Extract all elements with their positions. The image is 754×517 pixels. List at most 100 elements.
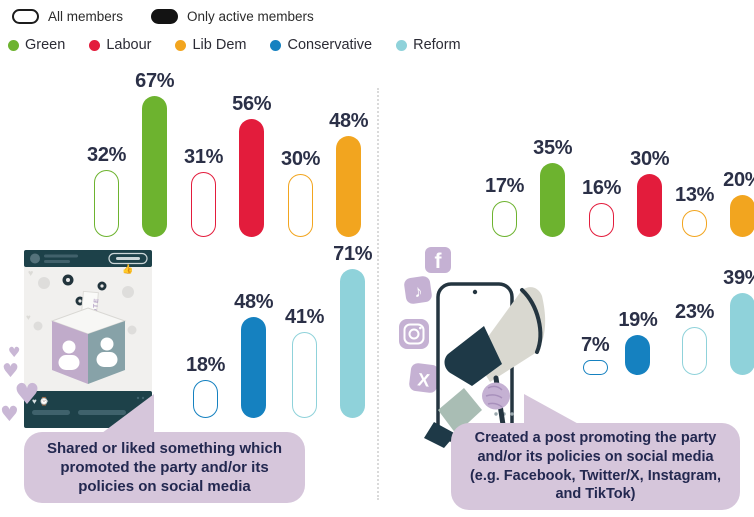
bar-all-members (682, 210, 708, 237)
bar-all-members (582, 360, 608, 375)
bar-value-label: 71% (333, 243, 373, 265)
active-members-label: Only active members (187, 9, 314, 24)
party-legend-label: Conservative (287, 37, 373, 53)
bar-value-label: 16% (582, 177, 622, 199)
bar-all-members (589, 203, 615, 237)
bar-group-conservative-panel2: 7% 19% (581, 309, 658, 375)
party-legend-label: Lib Dem (192, 37, 247, 53)
ballot-box (50, 307, 127, 384)
bar-col-all-members-labour: 16% (582, 177, 621, 237)
party-color-dot-icon (396, 39, 408, 51)
bar-col-active-members-reform: 71% (333, 243, 373, 418)
bar-group-green-panel2: 17% 35% (485, 137, 573, 237)
bar-col-all-members-conservative: 18% (186, 354, 225, 418)
bar-value-label: 32% (87, 144, 127, 166)
bar-col-all-members-lib-dem: 30% (281, 148, 320, 237)
member-type-legend: All members Only active members (12, 9, 314, 24)
sleeve (438, 388, 482, 434)
bar-col-active-members-labour: 30% (630, 148, 670, 237)
bar-group-reform-panel2: 23% 39% (675, 267, 754, 375)
thumb-icon: ♥ (26, 313, 31, 322)
bar-value-label: 67% (135, 70, 175, 92)
bar-group-green-panel1: 32% 67% (87, 70, 175, 237)
legend-party-labour: Labour (89, 37, 151, 53)
active-members-pill-icon (151, 9, 179, 24)
bar-active-members (730, 293, 754, 375)
bar-all-members (191, 172, 217, 237)
party-color-dot-icon (175, 39, 187, 51)
bar-value-label: 23% (675, 301, 715, 323)
bar-col-all-members-reform: 41% (285, 306, 324, 418)
bar-col-active-members-lib-dem: 48% (329, 110, 369, 237)
bar-col-active-members-conservative: 48% (234, 291, 274, 418)
bar-value-label: 48% (329, 110, 369, 132)
bar-group-labour-panel2: 16% 30% (582, 148, 670, 237)
bar-value-label: 18% (186, 354, 226, 376)
bar-group-lib-dem-panel1: 30% 48% (281, 110, 369, 237)
bar-all-members (292, 332, 318, 418)
caption-shared-or-liked: Shared or liked something which promoted… (24, 432, 305, 503)
bar-active-members (336, 136, 362, 237)
person-silhouette-icon (100, 337, 114, 351)
avatar (30, 253, 40, 264)
caption-created-post: Created a post promoting the party and/o… (451, 423, 740, 510)
bar-col-active-members-conservative: 19% (618, 309, 658, 375)
legend-party-lib-dem: Lib Dem (175, 37, 246, 53)
bar-value-label: 30% (630, 148, 670, 170)
bar-value-label: 7% (581, 334, 610, 356)
bar-active-members (142, 96, 168, 237)
phone-megaphone-illustration: f ♪ X (399, 247, 546, 448)
heart-icon: ♥ (8, 345, 21, 361)
bar-value-label: 20% (723, 169, 754, 191)
thumb-icon: 👍️ (122, 263, 133, 274)
bar-col-all-members-reform: 23% (675, 301, 714, 375)
svg-text:♪: ♪ (413, 281, 424, 301)
bar-active-members (637, 174, 663, 237)
party-legend-label: Reform (413, 37, 461, 53)
bar-all-members (288, 174, 314, 237)
heart-icon: ♥ (28, 268, 33, 278)
bar-active-members (730, 195, 754, 237)
facebook-icon: f (425, 247, 451, 273)
social-post-ballot-illustration: ♥ 👍️ ♥ VOTE ♥ ⌚ (24, 250, 152, 428)
bar-group-lib-dem-panel2: 13% 20% (675, 169, 754, 237)
follow-button (108, 252, 148, 265)
bar-value-label: 31% (184, 146, 224, 168)
legend-party-conservative: Conservative (270, 37, 372, 53)
megaphone (424, 287, 546, 448)
heart-icon: ♥ (2, 360, 20, 382)
bar-value-label: 48% (234, 291, 274, 313)
bar-col-active-members-green: 67% (135, 70, 175, 237)
bar-col-all-members-labour: 31% (184, 146, 223, 237)
party-legend: Green Labour Lib Dem Conservative Reform (8, 37, 461, 53)
bar-all-members (682, 327, 708, 375)
person-silhouette-icon (62, 340, 76, 354)
bar-all-members (193, 380, 219, 418)
heart-icon: ♥ (14, 377, 40, 411)
party-color-dot-icon (89, 39, 101, 51)
bar-group-reform-panel1: 41% 71% (285, 243, 373, 418)
bar-group-labour-panel1: 31% 56% (184, 93, 272, 237)
bar-col-all-members-green: 17% (485, 175, 524, 237)
panel-divider (377, 88, 379, 500)
bar-col-active-members-labour: 56% (232, 93, 272, 237)
bar-active-members (540, 163, 566, 237)
bar-value-label: 41% (285, 306, 325, 328)
bar-col-active-members-reform: 39% (723, 267, 754, 375)
svg-text:X: X (417, 369, 431, 390)
x-icon: X (409, 363, 439, 393)
tiktok-icon: ♪ (404, 276, 432, 304)
bar-all-members (94, 170, 120, 237)
bar-value-label: 56% (232, 93, 272, 115)
legend-active-members: Only active members (151, 9, 314, 24)
bar-col-all-members-green: 32% (87, 144, 126, 237)
bar-active-members (241, 317, 267, 418)
party-legend-label: Labour (106, 37, 152, 53)
legend-party-reform: Reform (396, 37, 461, 53)
bar-value-label: 39% (723, 267, 754, 289)
all-members-label: All members (48, 9, 124, 24)
bar-value-label: 35% (533, 137, 573, 159)
party-legend-label: Green (25, 37, 66, 53)
camera-dot-icon (472, 289, 478, 295)
